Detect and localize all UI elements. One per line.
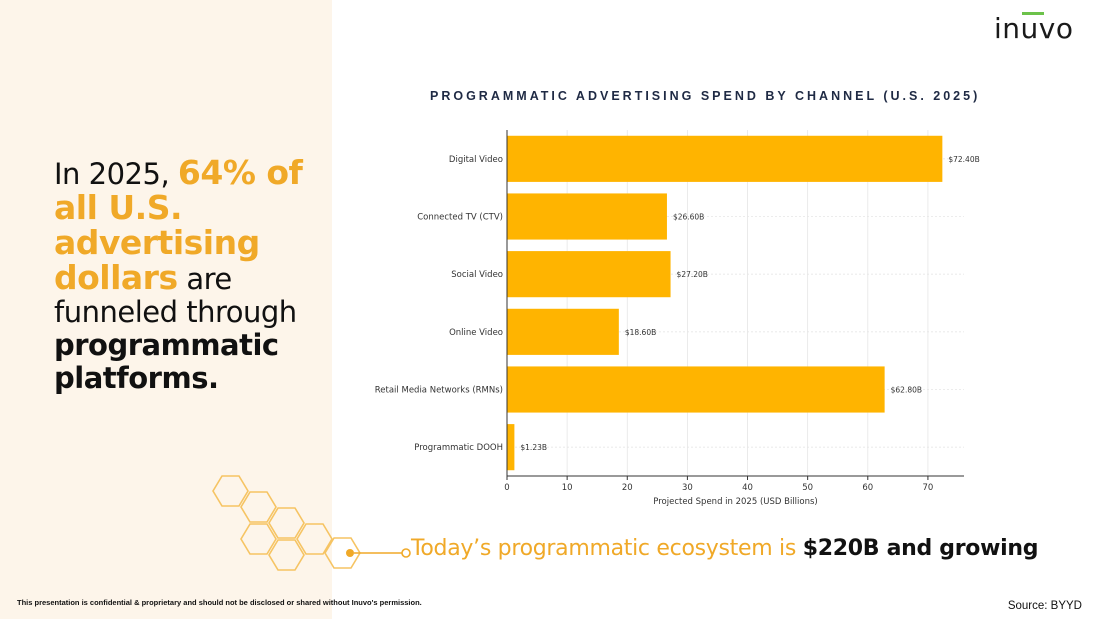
chart-title: PROGRAMMATIC ADVERTISING SPEND BY CHANNE… <box>430 89 981 103</box>
headline-bold: programmatic platforms. <box>54 328 279 395</box>
left-panel <box>0 0 332 619</box>
tagline-text: Today’s programmatic ecosystem is <box>411 536 803 561</box>
headline-middle: are funneled through <box>54 262 297 329</box>
x-axis-label: Projected Spend in 2025 (USD Billions) <box>653 497 818 507</box>
bar <box>507 251 671 298</box>
headline-accent: 64% of all U.S. advertising dollars <box>54 153 303 297</box>
x-tick-label: 40 <box>742 483 753 493</box>
x-tick-label: 0 <box>504 483 509 493</box>
logo-accent-bar <box>1022 12 1044 15</box>
bar <box>507 366 885 413</box>
data-label: $72.40B <box>948 155 979 164</box>
x-tick-label: 50 <box>802 483 813 493</box>
data-label: $1.23B <box>520 443 547 452</box>
bar-chart: Digital Video $72.40B Connected TV (CTV) $2… <box>375 130 980 507</box>
x-tick-label: 10 <box>562 483 573 493</box>
data-label: $18.60B <box>625 328 656 337</box>
headline: In 2025, 64% of all U.S. advertising dol… <box>54 156 324 395</box>
tagline: Today’s programmatic ecosystem is $220B … <box>411 536 1038 561</box>
category-label: Connected TV (CTV) <box>417 213 503 223</box>
category-label: Online Video <box>449 328 503 338</box>
category-label: Retail Media Networks (RMNs) <box>375 386 503 396</box>
honeycomb-graphic <box>212 475 411 571</box>
category-label: Social Video <box>451 270 503 280</box>
bar <box>507 193 667 240</box>
source-citation: Source: BYYD <box>1007 600 1082 612</box>
tagline-highlight: $220B and growing <box>802 536 1039 561</box>
bar <box>507 308 619 355</box>
bar <box>507 424 515 471</box>
x-tick-label: 70 <box>923 483 934 493</box>
inuvo-logo: inuvo <box>994 12 1074 45</box>
bar <box>507 135 943 182</box>
category-label: Digital Video <box>449 155 503 165</box>
headline-lead: In 2025, <box>54 157 178 191</box>
x-tick-label: 20 <box>622 483 633 493</box>
confidentiality-disclaimer: This presentation is confidential & prop… <box>17 598 422 607</box>
x-tick-label: 30 <box>682 483 693 493</box>
x-tick-label: 60 <box>862 483 873 493</box>
data-label: $27.20B <box>677 270 708 279</box>
data-label: $62.80B <box>891 386 922 395</box>
data-label: $26.60B <box>673 213 704 222</box>
category-label: Programmatic DOOH <box>414 443 503 453</box>
